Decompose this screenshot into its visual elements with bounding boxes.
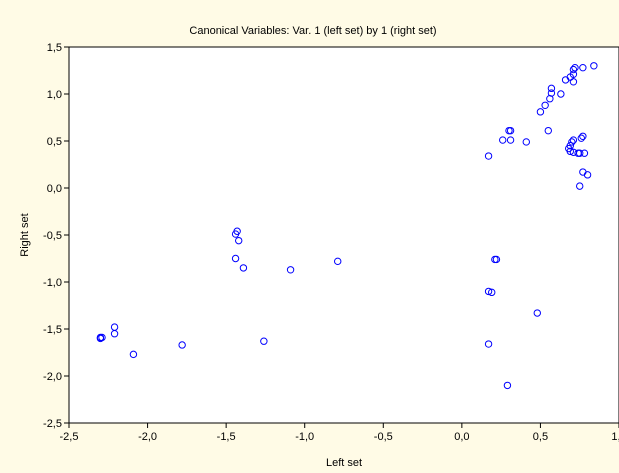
data-point — [178, 341, 186, 349]
data-point — [577, 134, 585, 142]
data-point — [557, 90, 565, 98]
data-point — [129, 350, 138, 359]
data-point — [579, 132, 587, 141]
data-point — [506, 126, 515, 135]
data-point — [579, 63, 587, 72]
y-tick-label: -0,5 — [43, 230, 62, 242]
data-point — [499, 136, 507, 144]
x-axis-label: Left set — [326, 457, 362, 469]
y-tick-label: 0,0 — [47, 183, 62, 195]
data-point — [286, 266, 295, 274]
data-point — [503, 381, 512, 390]
data-point — [239, 264, 248, 272]
data-point — [569, 70, 578, 78]
data-point — [533, 309, 541, 317]
data-point — [569, 65, 578, 74]
data-point — [547, 89, 556, 97]
data-point — [484, 287, 493, 296]
data-point — [576, 182, 584, 190]
x-tick-label: 0,0 — [454, 431, 469, 443]
data-point — [484, 340, 493, 348]
data-point — [566, 142, 574, 150]
axis-ticks: -2,5 -2,0 -1,5 -1,0 -0,5 0,0 0,5 1,0 1,5 1,0 0,5 0,… — [43, 42, 619, 443]
x-tick-label: -2,0 — [138, 431, 157, 443]
y-axis-label: Right set — [19, 213, 31, 256]
data-point — [231, 230, 240, 238]
data-point — [574, 149, 582, 157]
data-point — [231, 254, 240, 263]
data-point — [522, 138, 530, 146]
data-point — [98, 333, 106, 342]
data-point — [541, 101, 549, 109]
data-point — [484, 152, 493, 160]
x-tick-label: -1,5 — [217, 431, 236, 443]
y-tick-label: -2,0 — [43, 371, 62, 383]
data-point — [536, 108, 545, 116]
data-point — [96, 334, 105, 343]
y-tick-label: 0,5 — [47, 136, 62, 148]
y-tick-label: -1,0 — [43, 277, 62, 289]
data-point — [583, 171, 592, 179]
data-point — [488, 288, 496, 297]
data-point — [260, 337, 268, 345]
data-point — [506, 136, 515, 144]
data-point — [590, 62, 598, 70]
x-tick-label: 0,5 — [533, 431, 548, 443]
data-point — [566, 147, 574, 156]
data-point — [334, 257, 342, 266]
data-point — [569, 136, 578, 144]
x-tick-label: -1,0 — [295, 431, 314, 443]
chart-title: Canonical Variables: Var. 1 (left set) b… — [189, 25, 436, 37]
data-point — [568, 138, 576, 146]
y-tick-label: -1,5 — [43, 324, 62, 336]
data-point — [235, 236, 243, 245]
data-point — [544, 126, 552, 135]
data-point — [547, 84, 556, 93]
y-tick-label: 1,5 — [47, 42, 62, 54]
x-tick-label: -2,5 — [60, 431, 79, 443]
scatter-points — [96, 62, 598, 390]
x-tick-label: 1,0 — [611, 431, 619, 443]
data-point — [492, 255, 501, 264]
data-point — [110, 330, 119, 338]
y-tick-label: -2,5 — [43, 418, 62, 430]
x-tick-label: -0,5 — [374, 431, 393, 443]
data-point — [571, 63, 579, 72]
data-point — [569, 78, 578, 86]
plot-area — [68, 46, 619, 424]
y-tick-label: 1,0 — [47, 89, 62, 101]
